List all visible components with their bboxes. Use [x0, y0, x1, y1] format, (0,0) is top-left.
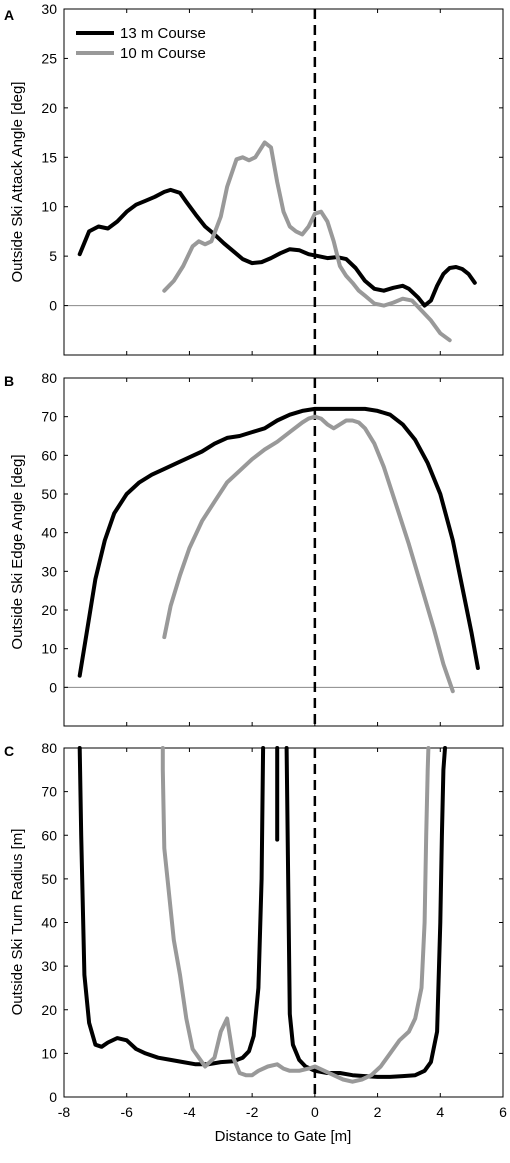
y-tick-label: 70: [41, 409, 57, 425]
x-tick-label: 4: [436, 1104, 444, 1120]
x-tick-label: -2: [246, 1104, 259, 1120]
panel-a-letter: A: [4, 7, 14, 23]
x-tick-label: 0: [311, 1104, 319, 1120]
x-tick-label: -4: [183, 1104, 196, 1120]
panel-b-axes: [63, 377, 504, 727]
y-tick-label: 10: [41, 641, 57, 657]
x-tick-label: -8: [58, 1104, 71, 1120]
panel-b-yticks: 0 10 20 30 40 50 60 70 80: [41, 370, 504, 726]
series-line-13-m-course: [77, 187, 477, 308]
series-line-13-m-course: [284, 746, 447, 1079]
series-line-13-m-course: [77, 406, 480, 678]
legend: 13 m Course 10 m Course: [76, 25, 206, 62]
panel-c: C 0 10 20 30 40 50 60 70 80 -8 -6 -4 -2 0 2 4 6 Outside…: [4, 740, 507, 1145]
series-line-13-m-course: [77, 746, 266, 1067]
panel-b-letter: B: [4, 373, 14, 389]
y-tick-label: 15: [41, 149, 57, 165]
y-tick-label: 40: [41, 915, 57, 931]
legend-label-10m: 10 m Course: [120, 45, 206, 62]
y-tick-label: 25: [41, 50, 57, 66]
y-tick-label: 20: [41, 100, 57, 116]
panel-b-series: [77, 406, 480, 694]
x-axis-label: Distance to Gate [m]: [215, 1128, 352, 1145]
panel-c-series: [77, 746, 447, 1084]
panel-b: B 0 10 20 30 40 50 60 70 80 Outside Ski Edge Ang…: [4, 370, 504, 727]
y-tick-label: 30: [41, 563, 57, 579]
y-tick-label: 30: [41, 1, 57, 17]
y-tick-label: 0: [49, 298, 57, 314]
y-tick-label: 30: [41, 958, 57, 974]
panel-a-yticks: 0 5 10 15 20 25 30: [41, 1, 504, 355]
panel-a: A 0 5 10 15 20 25 30 Outside Ski Attack Angle …: [4, 1, 504, 356]
panel-c-letter: C: [4, 743, 14, 759]
y-tick-label: 20: [41, 1002, 57, 1018]
legend-label-13m: 13 m Course: [120, 25, 206, 42]
y-tick-label: 20: [41, 602, 57, 618]
y-tick-label: 40: [41, 525, 57, 541]
panel-a-axes: [63, 8, 504, 356]
y-tick-label: 10: [41, 199, 57, 215]
series-line-10-m-course: [162, 140, 452, 343]
panel-a-ylabel: Outside Ski Attack Angle [deg]: [9, 82, 26, 283]
panel-a-series: [77, 140, 477, 343]
x-tick-label: 2: [374, 1104, 382, 1120]
series-line-10-m-course: [162, 414, 455, 694]
panel-c-ylabel: Outside Ski Turn Radius [m]: [9, 829, 26, 1016]
panel-c-xticks: -8 -6 -4 -2 0 2 4 6: [58, 748, 507, 1120]
y-tick-label: 0: [49, 1089, 57, 1105]
y-tick-label: 5: [49, 248, 57, 264]
y-tick-label: 80: [41, 740, 57, 756]
y-tick-label: 50: [41, 486, 57, 502]
y-tick-label: 70: [41, 784, 57, 800]
y-tick-label: 0: [49, 679, 57, 695]
y-tick-label: 50: [41, 871, 57, 887]
panel-b-ylabel: Outside Ski Edge Angle [deg]: [9, 454, 26, 649]
series-line-10-m-course: [160, 746, 431, 1084]
x-tick-label: -6: [120, 1104, 133, 1120]
y-tick-label: 10: [41, 1045, 57, 1061]
y-tick-label: 60: [41, 447, 57, 463]
y-tick-label: 80: [41, 370, 57, 386]
x-tick-label: 6: [499, 1104, 507, 1120]
panel-c-yticks: 0 10 20 30 40 50 60 70 80: [41, 740, 503, 1105]
y-tick-label: 60: [41, 827, 57, 843]
